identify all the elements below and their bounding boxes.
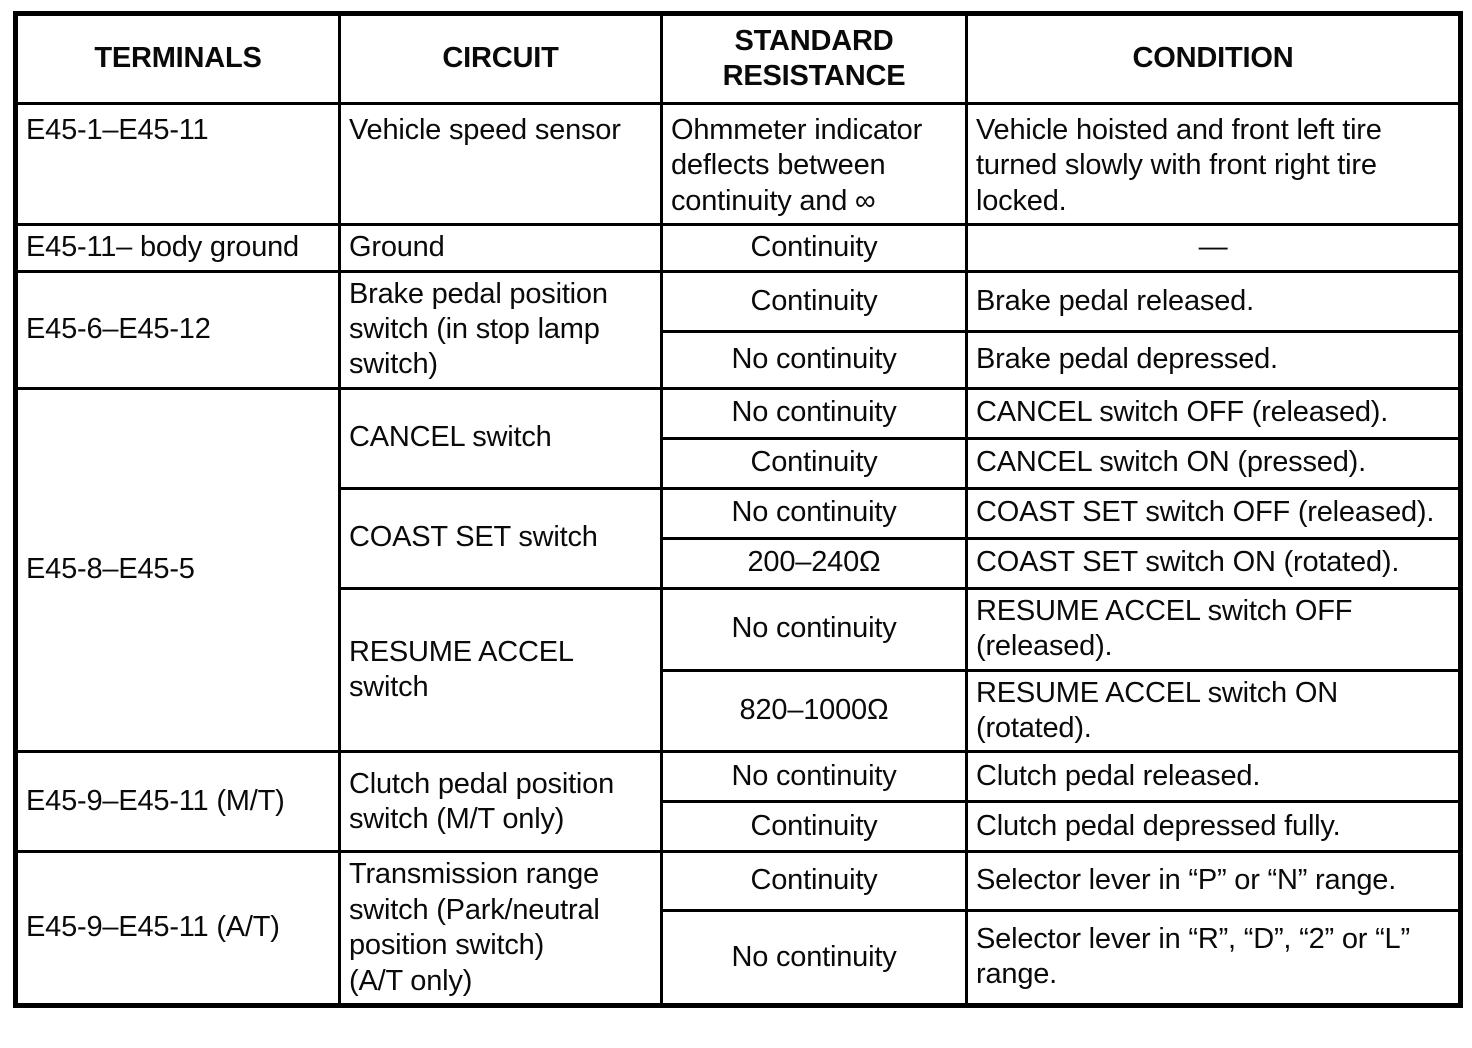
header-condition: CONDITION xyxy=(965,12,1462,105)
table-row: E45-11– body ground Ground Continuity — xyxy=(14,223,1462,273)
condition-cell: COAST SET switch ON (rotated). xyxy=(965,536,1462,590)
terminals-cell: E45-8–E45-5 xyxy=(14,386,341,754)
header-row: TERMINALS CIRCUIT STANDARD RESISTANCE CO… xyxy=(14,12,1462,105)
terminals-cell: E45-1–E45-11 xyxy=(14,101,341,227)
resistance-cell: Continuity xyxy=(660,850,968,912)
condition-cell: Clutch pedal depressed fully. xyxy=(965,800,1462,854)
terminals-cell: E45-9–E45-11 (M/T) xyxy=(14,750,341,854)
condition-cell: CANCEL switch OFF (released). xyxy=(965,386,1462,440)
resistance-cell: Ohmmeter indicator deflects between cont… xyxy=(660,101,968,227)
table-row: No continuity Selector lever in “R”, “D”… xyxy=(16,908,1462,1007)
table-row: COAST SET switch No continuity COAST SET… xyxy=(16,486,1462,590)
resistance-cell: 820–1000Ω xyxy=(660,668,968,754)
condition-cell: RESUME ACCEL switch OFF (released). xyxy=(965,586,1462,672)
resistance-cell: Continuity xyxy=(660,223,968,273)
resistance-cell: No continuity xyxy=(660,750,968,804)
terminals-cell: E45-6–E45-12 xyxy=(14,269,341,390)
circuit-cell: CANCEL switch xyxy=(338,386,663,490)
condition-cell: Brake pedal released. xyxy=(965,269,1462,334)
resistance-cell: Continuity xyxy=(660,800,968,854)
table-row: 820–1000Ω RESUME ACCEL switch ON (rotate… xyxy=(16,668,1462,754)
condition-cell: CANCEL switch ON (pressed). xyxy=(965,436,1462,490)
table-row: RESUME ACCEL switch No continuity RESUME… xyxy=(16,586,1462,754)
condition-cell: Selector lever in “P” or “N” range. xyxy=(965,850,1462,912)
terminals-cell: E45-11– body ground xyxy=(14,223,341,273)
resistance-cell: No continuity xyxy=(660,908,968,1007)
header-terminals: TERMINALS xyxy=(14,12,341,105)
resistance-cell: No continuity xyxy=(660,386,968,440)
resistance-cell: No continuity xyxy=(660,486,968,540)
table-row: Continuity Clutch pedal depressed fully. xyxy=(16,800,1462,854)
condition-cell: Brake pedal depressed. xyxy=(965,330,1462,390)
circuit-cell: COAST SET switch xyxy=(338,486,663,590)
table-row: E45-6–E45-12 Brake pedal position switch… xyxy=(14,269,1462,390)
condition-cell: Selector lever in “R”, “D”, “2” or “L” r… xyxy=(965,908,1462,1007)
resistance-cell: No continuity xyxy=(660,330,968,390)
circuit-cell: Brake pedal position switch (in stop lam… xyxy=(338,269,663,390)
circuit-cell: RESUME ACCEL switch xyxy=(338,586,663,754)
circuit-cell: Ground xyxy=(338,223,663,273)
table-row: E45-8–E45-5 CANCEL switch No continuity … xyxy=(14,386,1462,754)
terminals-cell: E45-9–E45-11 (A/T) xyxy=(14,850,341,1007)
condition-cell: — xyxy=(965,223,1462,273)
table-row: 200–240Ω COAST SET switch ON (rotated). xyxy=(16,536,1462,590)
resistance-cell: Continuity xyxy=(660,269,968,334)
condition-cell: RESUME ACCEL switch ON (rotated). xyxy=(965,668,1462,754)
table-row: E45-9–E45-11 (M/T) Clutch pedal position… xyxy=(14,750,1462,854)
circuit-cell: Transmission range switch (Park/neutral … xyxy=(338,850,663,1007)
resistance-cell: Continuity xyxy=(660,436,968,490)
circuit-cell: Clutch pedal position switch (M/T only) xyxy=(338,750,663,854)
table-row: No continuity Brake pedal depressed. xyxy=(16,330,1462,390)
resistance-cell: 200–240Ω xyxy=(660,536,968,590)
terminal-resistance-table: TERMINALS CIRCUIT STANDARD RESISTANCE CO… xyxy=(13,11,1463,1008)
table-row: Continuity CANCEL switch ON (pressed). xyxy=(16,436,1462,490)
resistance-cell: No continuity xyxy=(660,586,968,672)
table-row: E45-1–E45-11 Vehicle speed sensor Ohmmet… xyxy=(14,101,1462,227)
condition-cell: Vehicle hoisted and front left tire turn… xyxy=(965,101,1462,227)
condition-cell: COAST SET switch OFF (released). xyxy=(965,486,1462,540)
table-row: E45-9–E45-11 (A/T) Transmission range sw… xyxy=(14,850,1462,1007)
circuit-cell: Vehicle speed sensor xyxy=(338,101,663,227)
header-standard-resistance: STANDARD RESISTANCE xyxy=(660,12,968,105)
condition-cell: Clutch pedal released. xyxy=(965,750,1462,804)
header-circuit: CIRCUIT xyxy=(338,12,663,105)
